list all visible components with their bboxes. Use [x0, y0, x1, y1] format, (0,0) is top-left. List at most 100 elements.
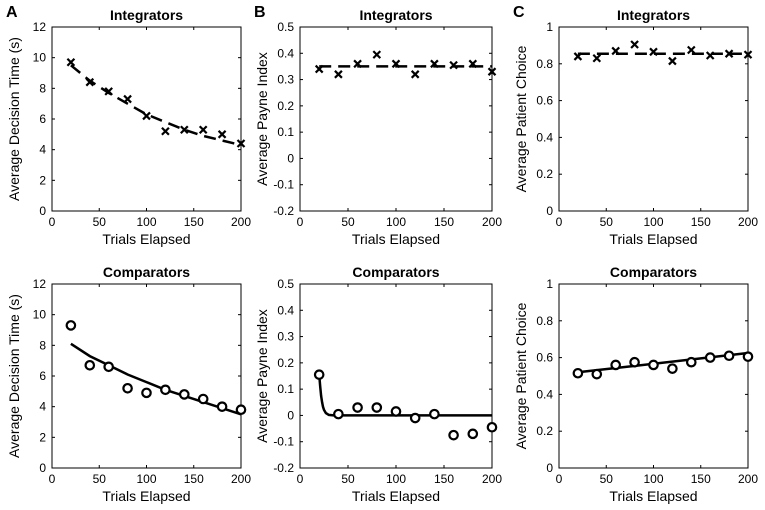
- x-tick-label: 200: [231, 472, 251, 486]
- data-point-circle-marker: [467, 428, 479, 440]
- marker-stroke: [217, 130, 227, 139]
- marker-stroke: [573, 52, 583, 61]
- data-point-x-marker: [236, 139, 246, 148]
- x-tick-label: 0: [49, 472, 56, 486]
- x-tick-label: 50: [93, 472, 107, 486]
- x-tick-label: 100: [136, 472, 156, 486]
- marker-stroke: [161, 126, 170, 136]
- marker-stroke: [687, 45, 696, 55]
- x-tick-label: 50: [93, 215, 107, 229]
- y-axis-label: Average Payne Index: [254, 52, 270, 186]
- y-tick-label: 0.4: [536, 387, 553, 401]
- y-tick-label: 10: [33, 308, 47, 322]
- y-tick-label: 0.5: [277, 277, 294, 291]
- y-tick-label: 0.1: [277, 382, 294, 396]
- data-point-circle-marker: [667, 363, 678, 374]
- y-tick-label: 0.3: [277, 73, 294, 87]
- panel-letter: B: [254, 4, 266, 21]
- marker-stroke: [236, 139, 246, 148]
- marker-stroke: [85, 77, 95, 87]
- axes-frame: [51, 26, 242, 212]
- data-point-x-marker: [334, 70, 343, 79]
- marker-stroke: [180, 125, 189, 135]
- data-point-x-marker: [724, 49, 734, 58]
- y-tick-label: 0.4: [536, 130, 553, 144]
- data-point-x-marker: [104, 87, 113, 96]
- marker-stroke: [391, 59, 401, 69]
- y-tick-label: 6: [39, 112, 46, 126]
- y-tick-label: 0.2: [277, 356, 294, 370]
- chart-panel-b-top: 0 50 100 150 200 -0.2 -0.1 0 0.1 0.2 0.3 0.4 0.5 Inte…: [254, 4, 502, 247]
- x-tick-label: 100: [386, 472, 406, 486]
- marker-stroke: [630, 40, 639, 49]
- data-point-circle-marker: [333, 408, 344, 420]
- y-tick-label: 0.3: [277, 330, 294, 344]
- y-tick-label: -0.2: [273, 204, 294, 218]
- chart-panel-c-top: 0 50 100 150 200 0 0.2 0.4 0.6 0.8 1 Integrators Tri…: [513, 4, 758, 247]
- panel-letter: A: [6, 4, 18, 21]
- chart-panel-a-top: 0 50 100 150 200 0 2 4 6 8 10 12 Integrators Trials E…: [6, 4, 251, 247]
- data-point-x-marker: [449, 60, 458, 70]
- y-axis-label: Average Payne Index: [254, 309, 270, 443]
- x-tick-label: 150: [184, 472, 204, 486]
- data-point-circle-marker: [429, 408, 440, 420]
- y-tick-label: 0: [546, 461, 553, 475]
- data-point-circle-marker: [141, 387, 152, 399]
- x-tick-label: 0: [49, 215, 56, 229]
- data-point-x-marker: [668, 56, 677, 66]
- data-point-x-marker: [487, 67, 497, 76]
- data-point-circle-marker: [409, 412, 421, 424]
- marker-stroke: [668, 56, 677, 66]
- axes-frame: [299, 26, 493, 212]
- y-tick-label: 4: [39, 143, 46, 157]
- y-axis-label: Average Patient Choice: [513, 45, 529, 192]
- y-tick-label: 10: [33, 51, 47, 65]
- x-tick-label: 100: [643, 215, 663, 229]
- axes-frame: [51, 283, 242, 469]
- data-point-circle-marker: [122, 382, 133, 394]
- y-tick-label: 0.4: [277, 46, 294, 60]
- y-tick-label: 0.8: [536, 57, 553, 71]
- data-point-circle-marker: [610, 359, 621, 371]
- x-tick-label: 200: [231, 215, 251, 229]
- marker-stroke: [705, 51, 715, 60]
- marker-stroke: [410, 70, 420, 79]
- data-point-x-marker: [705, 51, 715, 60]
- marker-stroke: [198, 125, 208, 135]
- y-axis-label: Average Patient Choice: [513, 302, 529, 449]
- data-point-circle-marker: [591, 368, 603, 380]
- marker-stroke: [66, 57, 76, 67]
- x-tick-label: 0: [297, 215, 304, 229]
- data-point-circle-marker: [179, 389, 190, 400]
- y-tick-label: 0.4: [277, 303, 294, 317]
- y-tick-label: 0.6: [536, 94, 553, 108]
- y-tick-label: 2: [39, 173, 46, 187]
- y-tick-label: 0: [287, 151, 294, 165]
- data-point-circle-marker: [390, 406, 402, 417]
- data-point-circle-marker: [371, 402, 383, 413]
- y-tick-label: 0.2: [536, 424, 553, 438]
- x-tick-label: 50: [600, 215, 614, 229]
- y-tick-label: 0: [546, 204, 553, 218]
- data-point-x-marker: [85, 77, 95, 87]
- marker-stroke: [123, 94, 132, 104]
- data-point-circle-marker: [160, 384, 171, 396]
- data-point-x-marker: [743, 50, 753, 59]
- x-axis-label: Trials Elapsed: [102, 488, 190, 504]
- data-point-x-marker: [161, 126, 170, 136]
- data-point-x-marker: [180, 125, 189, 135]
- x-tick-label: 150: [434, 472, 454, 486]
- chart-title: Integrators: [110, 7, 183, 23]
- data-point-circle-marker: [486, 421, 498, 433]
- y-tick-label: 0: [287, 408, 294, 422]
- data-point-circle-marker: [723, 350, 735, 362]
- chart-panel-c-bottom: 0 50 100 150 200 0 0.2 0.4 0.6 0.8 1 Comparators Tri…: [513, 264, 758, 504]
- y-tick-label: 4: [39, 400, 46, 414]
- data-point-circle-marker: [103, 361, 114, 373]
- axes-frame: [299, 283, 493, 469]
- data-point-x-marker: [123, 94, 132, 104]
- data-point-x-marker: [630, 40, 639, 49]
- marker-stroke: [743, 50, 753, 59]
- data-point-x-marker: [430, 59, 439, 69]
